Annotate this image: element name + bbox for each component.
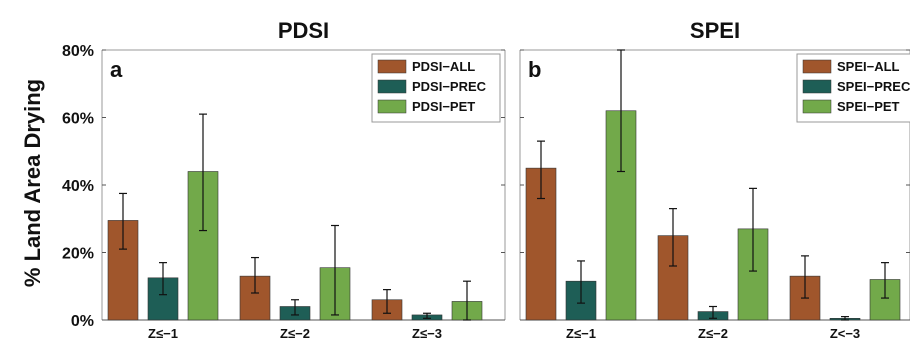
legend-swatch-prec <box>377 79 407 94</box>
panel-title: PDSI <box>278 18 329 43</box>
x-tick-label: Z≤−2 <box>698 326 728 341</box>
y-tick-label: 40% <box>62 178 94 195</box>
y-tick-label: 60% <box>62 111 94 128</box>
x-tick-label: Z≤−1 <box>566 326 596 341</box>
y-tick-label: 80% <box>62 43 94 60</box>
legend-swatch-all <box>377 59 407 74</box>
panel-b: SPEI b Z≤−1 Z≤−2 Z<−3 SPEI−ALL SPEI−PREC SPEI−P… <box>519 18 910 341</box>
legend-swatch-pet <box>802 99 832 114</box>
panel-letter: b <box>528 57 541 82</box>
x-tick-label: Z≤−1 <box>148 326 178 341</box>
legend-label: SPEI−ALL <box>837 59 900 74</box>
legend-label: PDSI−ALL <box>412 59 475 74</box>
y-axis-label: % Land Area Drying <box>20 79 45 287</box>
panel-title: SPEI <box>690 18 740 43</box>
legend-swatch-all <box>802 59 832 74</box>
y-tick-label: 0% <box>71 313 94 330</box>
legend-swatch-prec <box>802 79 832 94</box>
panel-letter: a <box>110 57 123 82</box>
x-tick-label: Z≤−3 <box>412 326 442 341</box>
legend-label: PDSI−PET <box>412 99 475 114</box>
legend-label: PDSI−PREC <box>412 79 487 94</box>
x-tick-label: Z<−3 <box>830 326 860 341</box>
x-tick-label: Z≤−2 <box>280 326 310 341</box>
legend-label: SPEI−PET <box>837 99 900 114</box>
legend-swatch-pet <box>377 99 407 114</box>
y-tick-label: 20% <box>62 246 94 263</box>
panel-a: PDSI a 0% 20% 40% 60% 80% Z≤−1 Z≤−2 Z≤−3 PDSI−ALL P… <box>62 18 506 341</box>
legend-label: SPEI−PREC <box>837 79 910 94</box>
